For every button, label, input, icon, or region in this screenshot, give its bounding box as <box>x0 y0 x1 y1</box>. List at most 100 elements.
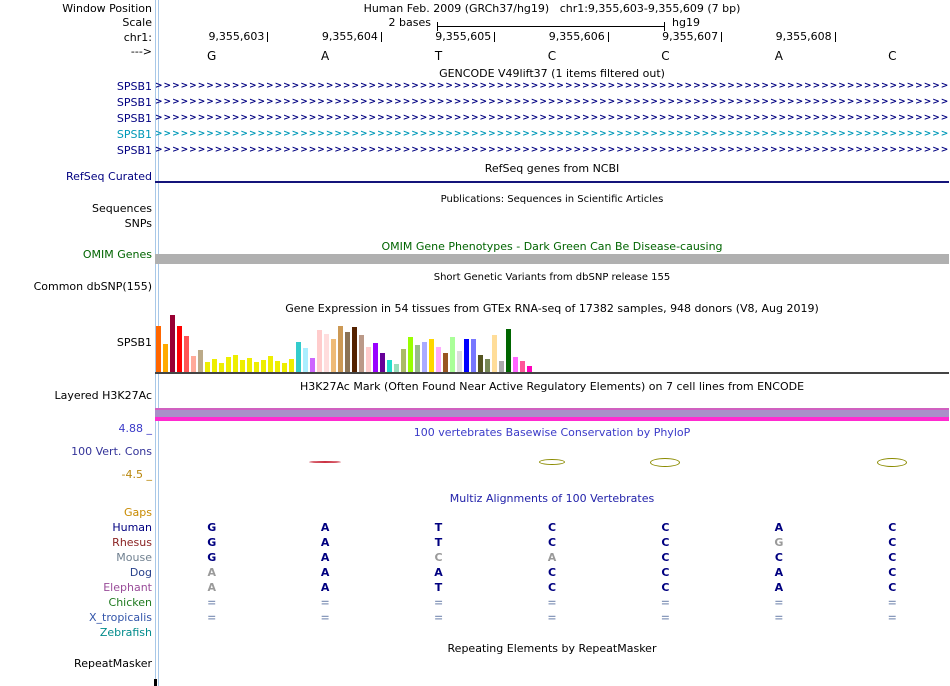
alignment-base: A <box>774 521 784 534</box>
gtex-bar <box>352 327 357 372</box>
h3k27ac-title: H3K27Ac Mark (Often Found Near Active Re… <box>299 380 805 393</box>
species-label-zebrafish[interactable]: Zebrafish <box>99 626 152 639</box>
sequences-label[interactable]: Sequences <box>92 202 152 215</box>
refseq-gene-bar[interactable] <box>155 181 949 183</box>
gene-label-spsb1[interactable]: SPSB1 <box>116 128 152 141</box>
gtex-bar <box>394 364 399 372</box>
layered-h3k27ac-label[interactable]: Layered H3K27Ac <box>54 389 152 402</box>
ruler-position: 9,355,606 <box>548 30 605 43</box>
alignment-base: G <box>207 521 217 534</box>
ruler-tick <box>494 32 496 42</box>
alignment-base: = <box>774 596 784 609</box>
ruler-position: 9,355,605 <box>435 30 492 43</box>
gtex-bar <box>296 342 301 372</box>
species-label-mouse[interactable]: Mouse <box>116 551 152 564</box>
alignment-base: T <box>434 581 443 594</box>
gtex-bar <box>401 349 406 372</box>
phylop-mark <box>539 459 565 465</box>
gene-label-spsb1[interactable]: SPSB1 <box>116 80 152 93</box>
h3k27ac-band-top[interactable] <box>155 408 949 410</box>
alignment-base: C <box>888 551 897 564</box>
alignment-base: A <box>320 521 330 534</box>
alignment-base: G <box>207 536 217 549</box>
species-label-human[interactable]: Human <box>112 521 152 534</box>
gene-label-spsb1[interactable]: SPSB1 <box>116 96 152 109</box>
gtex-bar <box>443 353 448 372</box>
species-label-elephant[interactable]: Elephant <box>103 581 152 594</box>
gene-label-spsb1[interactable]: SPSB1 <box>116 144 152 157</box>
reference-base: C <box>661 49 670 63</box>
refseq-title: RefSeq genes from NCBI <box>484 162 620 175</box>
species-label-rhesus[interactable]: Rhesus <box>112 536 152 549</box>
gene-transcript-arrows[interactable]: >>>>>>>>>>>>>>>>>>>>>>>>>>>>>>>>>>>>>>>>… <box>155 145 949 155</box>
gtex-expression-bars[interactable] <box>156 314 532 372</box>
phylop-title: 100 vertebrates Basewise Conservation by… <box>413 426 691 439</box>
alignment-base: = <box>887 596 897 609</box>
species-label-chicken[interactable]: Chicken <box>108 596 152 609</box>
alignment-base: = <box>207 596 217 609</box>
gtex-bar <box>289 359 294 372</box>
gene-transcript-arrows[interactable]: >>>>>>>>>>>>>>>>>>>>>>>>>>>>>>>>>>>>>>>>… <box>155 81 949 91</box>
omim-genes-label[interactable]: OMIM Genes <box>82 248 152 261</box>
species-label-x_tropicalis[interactable]: X_tropicalis <box>88 611 152 624</box>
gtex-bar <box>191 356 196 372</box>
omim-title: OMIM Gene Phenotypes - Dark Green Can Be… <box>381 240 723 253</box>
strand-label: ---> <box>130 45 152 58</box>
gtex-bar <box>450 337 455 372</box>
gtex-bar <box>317 330 322 372</box>
alignment-base: C <box>661 551 670 564</box>
species-label-gaps[interactable]: Gaps <box>124 506 152 519</box>
ruler-tick <box>380 32 382 42</box>
gene-transcript-arrows[interactable]: >>>>>>>>>>>>>>>>>>>>>>>>>>>>>>>>>>>>>>>>… <box>155 113 949 123</box>
alignment-base: A <box>320 536 330 549</box>
vert-cons-label[interactable]: 100 Vert. Cons <box>71 445 152 458</box>
ruler-position: 9,355,604 <box>321 30 378 43</box>
assembly-label: hg19 <box>672 16 700 29</box>
alignment-base: T <box>434 536 443 549</box>
alignment-base: A <box>320 566 330 579</box>
alignment-base: C <box>888 581 897 594</box>
bottom-tick <box>154 679 157 686</box>
alignment-base: C <box>888 536 897 549</box>
alignment-base: = <box>320 611 330 624</box>
ruler-position: 9,355,608 <box>775 30 832 43</box>
alignment-base: C <box>547 581 557 594</box>
gtex-gene-label[interactable]: SPSB1 <box>116 336 152 349</box>
gene-transcript-arrows[interactable]: >>>>>>>>>>>>>>>>>>>>>>>>>>>>>>>>>>>>>>>>… <box>155 129 949 139</box>
alignment-base: A <box>320 581 330 594</box>
gtex-bar <box>380 353 385 372</box>
alignment-base: = <box>433 611 444 624</box>
gtex-bar <box>226 357 231 372</box>
h3k27ac-band-mid[interactable] <box>155 410 949 417</box>
gtex-bar <box>499 361 504 372</box>
common-dbsnp-label[interactable]: Common dbSNP(155) <box>33 280 152 293</box>
gtex-bar <box>471 339 476 372</box>
gtex-bar <box>184 336 189 372</box>
gtex-bar <box>254 362 259 372</box>
phylop-mark <box>650 457 681 467</box>
window-position-label: Window Position <box>62 2 152 15</box>
gtex-bar <box>240 360 245 372</box>
alignment-base: A <box>547 551 557 564</box>
repeatmasker-label[interactable]: RepeatMasker <box>74 657 152 670</box>
reference-base: C <box>547 49 557 63</box>
h3k27ac-band-bottom[interactable] <box>155 417 949 421</box>
reference-base: A <box>321 49 330 63</box>
chrom-label: chr1: <box>123 31 152 44</box>
species-label-dog[interactable]: Dog <box>129 566 152 579</box>
refseq-curated-label[interactable]: RefSeq Curated <box>66 170 152 183</box>
gencode-title: GENCODE V49lift37 (1 items filtered out) <box>439 67 665 80</box>
alignment-base: G <box>207 551 217 564</box>
alignment-base: A <box>207 566 216 579</box>
omim-gene-bar[interactable] <box>155 254 949 264</box>
gtex-bar <box>219 363 224 372</box>
alignment-base: = <box>887 611 897 624</box>
gene-transcript-arrows[interactable]: >>>>>>>>>>>>>>>>>>>>>>>>>>>>>>>>>>>>>>>>… <box>155 97 949 107</box>
gtex-bar <box>387 360 392 372</box>
snps-label[interactable]: SNPs <box>124 217 152 230</box>
gtex-bar <box>205 362 210 372</box>
gene-label-spsb1[interactable]: SPSB1 <box>116 112 152 125</box>
publications-title: Publications: Sequences in Scientific Ar… <box>440 194 664 205</box>
gtex-bar <box>408 337 413 372</box>
